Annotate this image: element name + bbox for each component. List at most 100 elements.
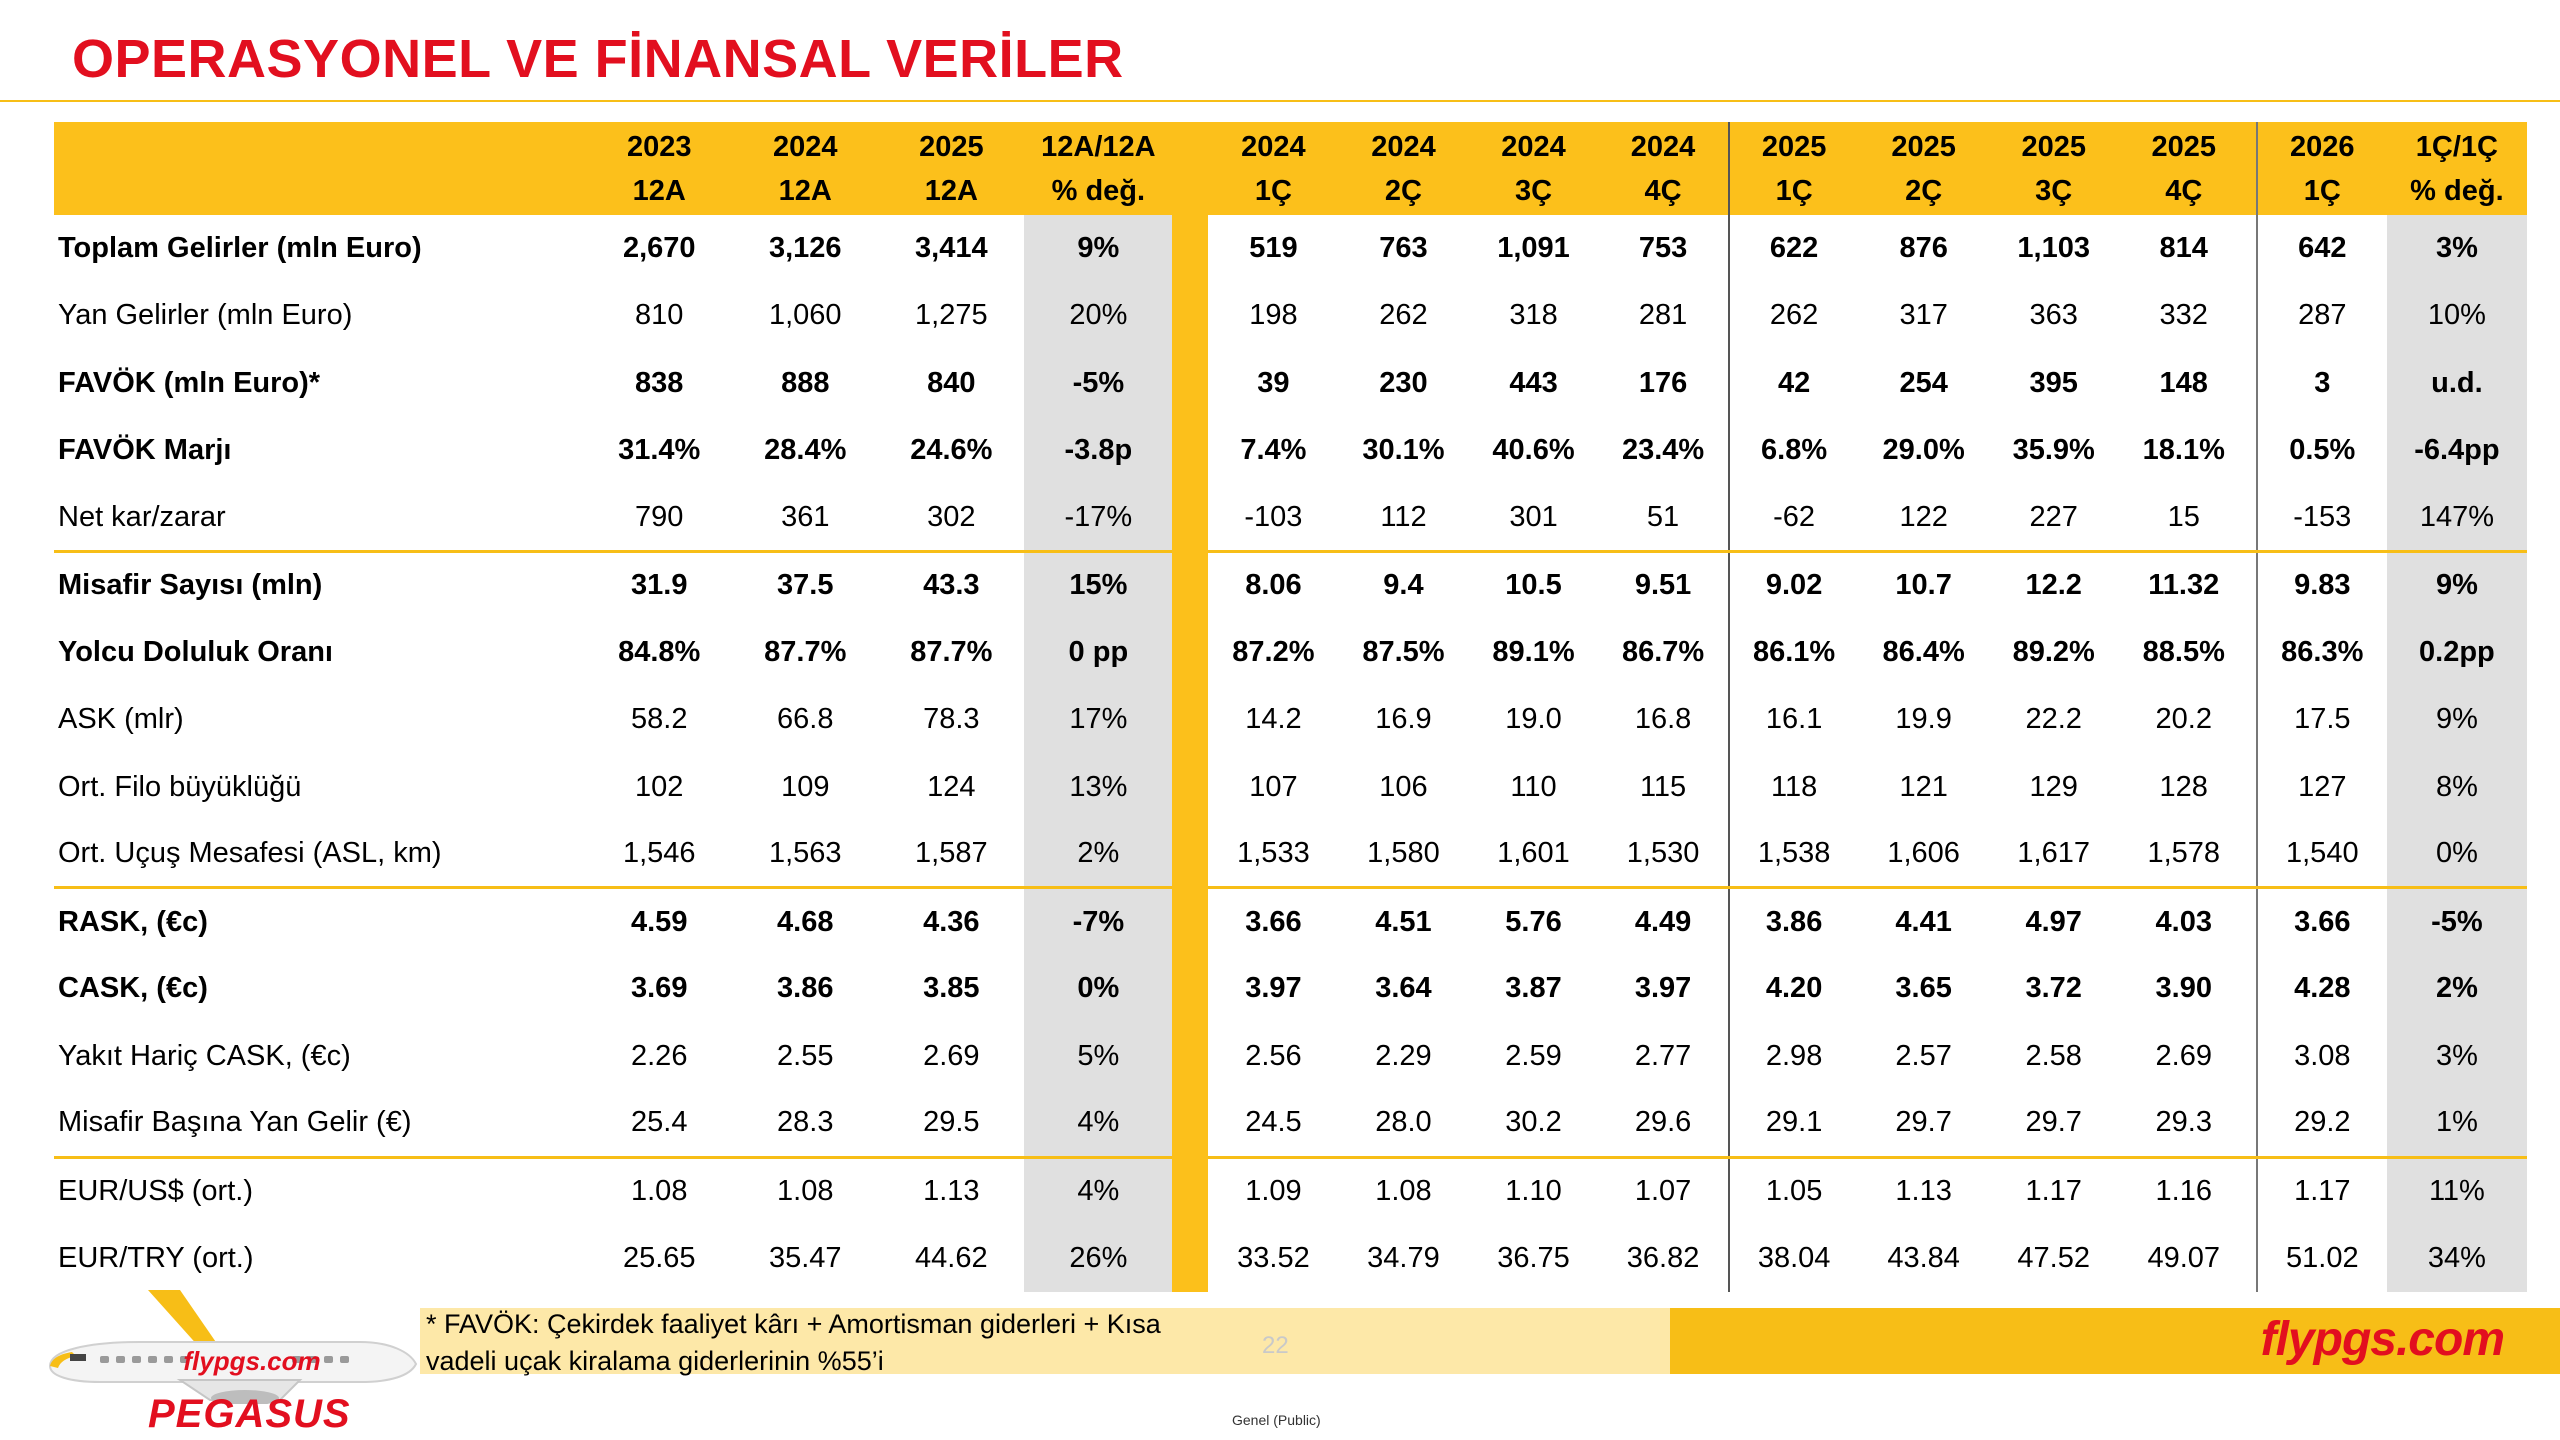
value-cell: 122 — [1899, 500, 1948, 533]
value-cell: 3.66 — [1208, 886, 1339, 956]
value-cell: 1,578 — [2147, 837, 2221, 870]
value-cell: 3.97 — [1245, 972, 1302, 1005]
page-title: OPERASYONEL VE FİNANSAL VERİLER — [72, 29, 1124, 89]
value-cell: 1,538 — [1757, 837, 1831, 870]
value-cell: 39 — [1257, 366, 1290, 399]
page-number: 22 — [1262, 1332, 1289, 1359]
column-separator — [1172, 887, 1209, 956]
value-cell: 43.3 — [878, 549, 1025, 619]
row-label: Net kar/zarar — [58, 500, 226, 533]
footer-stripe — [420, 1308, 2560, 1374]
value-cell: 4.03 — [2118, 886, 2249, 956]
column-gap — [2249, 1023, 2257, 1090]
pegasus-logo: PEGASUS — [148, 1392, 351, 1436]
change-cell: 4% — [1024, 1155, 1173, 1225]
value-cell: 227 — [2029, 500, 2078, 533]
value-cell: 2.77 — [1598, 1022, 1730, 1090]
value-cell: 3.85 — [923, 972, 980, 1005]
value-cell: 519 — [1249, 232, 1298, 265]
change-cell: 9% — [2386, 686, 2527, 754]
table-row: Misafir Başına Yan Gelir (€) 25.4 28.3 2… — [54, 1089, 2527, 1158]
value-cell: 118 — [1770, 770, 1818, 803]
value-cell: 1.08 — [586, 1155, 733, 1225]
value-cell: 361 — [781, 500, 830, 533]
value-cell: 86.1% — [1752, 635, 1836, 668]
value-cell: 19.9 — [1895, 703, 1952, 736]
column-separator — [1172, 1224, 1209, 1292]
column-separator — [1172, 955, 1209, 1023]
table-row: ASK (mlr) 58.2 66.8 78.3 17% 14.2 16.9 1… — [54, 686, 2527, 754]
value-cell: 1.07 — [1598, 1155, 1730, 1225]
header-cell: 2024 3Ç — [1468, 122, 1599, 215]
column-separator — [1172, 484, 1209, 552]
value-cell: 790 — [635, 500, 684, 533]
value-cell: 37.5 — [732, 549, 879, 619]
value-cell: 112 — [1380, 500, 1427, 533]
value-cell: 35.9% — [2012, 434, 2095, 467]
change-cell: 13% — [1024, 753, 1173, 821]
value-cell: 28.3 — [777, 1106, 834, 1139]
value-cell: 20.2 — [2155, 703, 2212, 736]
value-cell: 622 — [1769, 232, 1819, 265]
value-cell: 89.1% — [1492, 635, 1575, 668]
row-label: Toplam Gelirler (mln Euro) — [58, 232, 422, 265]
column-gap — [2249, 619, 2257, 686]
value-cell: 4.49 — [1598, 886, 1730, 956]
table-row: Ort. Uçuş Mesafesi (ASL, km) 1,546 1,563… — [54, 820, 2527, 888]
value-cell: 1,103 — [2017, 232, 2090, 265]
value-cell: 2.59 — [1505, 1039, 1562, 1072]
operational-financial-table-container: 2023 12A 2024 12A 2025 12A 12A/12A% değ. 20… — [54, 122, 2527, 1297]
value-cell: 11.32 — [2118, 549, 2249, 619]
value-cell: 36.82 — [1598, 1224, 1730, 1292]
value-cell: 33.52 — [1237, 1241, 1310, 1274]
value-cell: 3,126 — [768, 232, 842, 265]
value-cell: 2.29 — [1375, 1039, 1432, 1072]
change-cell: 0% — [2386, 820, 2527, 888]
column-separator — [1172, 618, 1209, 687]
value-cell: 58.2 — [631, 703, 688, 736]
value-cell: 302 — [927, 500, 976, 533]
change-cell: -5% — [1024, 349, 1173, 417]
change-cell: 5% — [1024, 1022, 1173, 1090]
column-gap — [2249, 1090, 2257, 1157]
value-cell: 121 — [1899, 770, 1948, 803]
value-cell: 2.98 — [1765, 1039, 1823, 1072]
value-cell: 2.69 — [2155, 1039, 2212, 1072]
table-row: Toplam Gelirler (mln Euro) 2,670 3,126 3… — [54, 215, 2527, 283]
value-cell: 3 — [2255, 349, 2387, 417]
table-row: EUR/TRY (ort.) 25.65 35.47 44.62 26% 33.… — [54, 1224, 2527, 1292]
column-separator — [1172, 551, 1209, 619]
value-cell: 4.51 — [1338, 886, 1469, 956]
value-cell: 28.4% — [764, 434, 847, 467]
header-cell: 2025 1Ç — [1728, 122, 1859, 215]
value-cell: 876 — [1899, 232, 1948, 265]
value-cell: 17.5 — [2255, 686, 2387, 754]
table-row: RASK, (€c) 4.59 4.68 4.36 -7% 3.66 4.51 … — [54, 886, 2527, 956]
value-cell: 2.26 — [631, 1039, 688, 1072]
value-cell: 3.86 — [777, 972, 834, 1005]
row-label: Misafir Sayısı (mln) — [54, 549, 587, 619]
table-row: EUR/US$ (ort.) 1.08 1.08 1.13 4% 1.09 1.… — [54, 1155, 2527, 1225]
value-cell: 1,533 — [1237, 837, 1310, 870]
value-cell: 30.1% — [1362, 434, 1445, 467]
column-gap — [2249, 417, 2257, 484]
header-cell: 2025 2Ç — [1858, 122, 1989, 215]
row-label: Ort. Uçuş Mesafesi (ASL, km) — [58, 837, 442, 870]
change-cell: 0.2pp — [2386, 618, 2527, 687]
table-header-row: 2023 12A 2024 12A 2025 12A 12A/12A% değ. 20… — [54, 122, 2527, 215]
table-row: Ort. Filo büyüklüğü 102 109 124 13% 107 … — [54, 753, 2527, 821]
value-cell: 1.13 — [878, 1155, 1025, 1225]
value-cell: 124 — [927, 770, 976, 803]
row-label: EUR/TRY (ort.) — [58, 1241, 254, 1274]
value-cell: 840 — [927, 366, 976, 399]
value-cell: 3.87 — [1505, 972, 1562, 1005]
value-cell: 3.86 — [1728, 886, 1859, 956]
value-cell: 40.6% — [1492, 434, 1575, 467]
header-cell: 2024 12A — [732, 122, 879, 215]
value-cell: 25.4 — [631, 1106, 688, 1139]
row-label: ASK (mlr) — [58, 703, 184, 736]
value-cell: -62 — [1773, 500, 1816, 533]
value-cell: 1,091 — [1497, 232, 1570, 265]
value-cell: 18.1% — [2142, 434, 2225, 467]
header-cell: 2025 12A — [878, 122, 1025, 215]
